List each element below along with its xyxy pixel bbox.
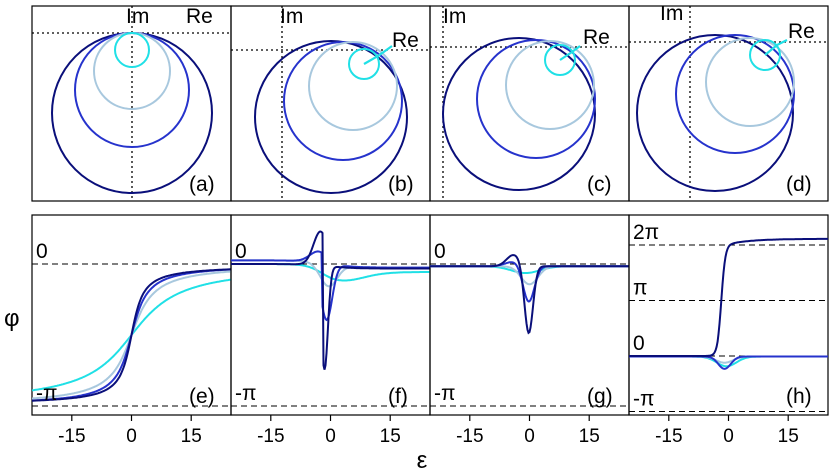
panel-b: Im Re (b) <box>230 5 431 202</box>
panel-label: (f) <box>388 385 408 408</box>
phase-series-1 <box>231 230 430 370</box>
plot-area <box>629 237 828 412</box>
panel-frame <box>628 5 829 202</box>
reference-level-label: 0 <box>434 240 446 263</box>
phase-series-4 <box>430 265 629 274</box>
top-panels-row: Im Re (a) Im Re (b) Im Re (c) Im Re (d) <box>31 2 829 202</box>
trajectory-circle-1 <box>442 37 596 191</box>
x-tick-label: 0 <box>126 426 137 447</box>
re-axis-label: Re <box>583 26 610 49</box>
trajectory-circle-3 <box>505 40 595 130</box>
im-axis-label: Im <box>280 5 303 28</box>
trajectory-circle-2 <box>283 41 403 161</box>
trajectory-circle-1 <box>254 40 408 194</box>
trajectory-circle-4 <box>348 48 380 80</box>
reference-level-label: 0 <box>235 240 247 263</box>
reference-level-label: -π <box>235 382 256 405</box>
x-tick-label: 15 <box>778 426 799 447</box>
x-tick-label: -15 <box>257 426 284 447</box>
panel-label: (c) <box>587 173 612 196</box>
x-tick-label: 0 <box>524 426 535 447</box>
reference-level-label: -π <box>36 382 57 405</box>
trajectory-circle-4 <box>544 44 576 76</box>
trajectory-circle-2 <box>74 32 190 148</box>
trajectory-tail <box>764 39 788 56</box>
panel-g: 0 -π (g) -15 0 15 <box>429 214 630 447</box>
panel-label: (b) <box>388 173 414 196</box>
panel-label: (a) <box>189 173 215 196</box>
phase-series-2 <box>430 261 629 303</box>
y-axis-label: φ <box>4 305 20 332</box>
phase-series-1 <box>430 254 629 335</box>
plot-area <box>430 6 629 201</box>
x-tick-label: 15 <box>181 426 202 447</box>
plot-area <box>430 254 629 407</box>
re-axis-label: Re <box>788 20 815 43</box>
panel-label: (d) <box>786 173 812 196</box>
panel-label: (g) <box>587 385 613 408</box>
plot-area <box>231 230 430 407</box>
trajectory-circle-2 <box>675 34 795 154</box>
im-axis-label: Im <box>660 2 683 25</box>
panel-f: 0 -π (f) -15 0 15 <box>230 214 431 447</box>
x-tick-label: -15 <box>58 426 85 447</box>
x-tick-label: -15 <box>456 426 483 447</box>
plot-area <box>32 263 231 407</box>
trajectory-circle-1 <box>636 34 794 192</box>
reference-level-label: 0 <box>633 332 645 355</box>
panel-d: Im Re (d) <box>628 2 829 202</box>
trajectory-tail <box>559 45 581 61</box>
re-axis-label: Re <box>392 29 419 52</box>
x-tick-label: -15 <box>655 426 682 447</box>
reference-level-label: -π <box>434 382 455 405</box>
trajectory-tail <box>363 45 393 65</box>
trajectory-circle-2 <box>476 39 596 159</box>
reference-level-label: -π <box>633 387 654 410</box>
trajectory-circle-3 <box>308 41 398 131</box>
panel-c: Im Re (c) <box>429 5 630 202</box>
phase-series-1 <box>629 237 828 357</box>
reference-level-label: 2π <box>633 221 659 244</box>
panel-a: Im Re (a) <box>31 5 232 202</box>
plot-area <box>231 6 430 201</box>
reference-level-label: 0 <box>36 240 48 263</box>
x-tick-label: 0 <box>325 426 336 447</box>
x-tick-label: 0 <box>723 426 734 447</box>
panel-label: (h) <box>786 385 812 408</box>
panel-e: 0 -π (e) -15 0 15 <box>31 214 232 447</box>
bottom-panels-row: 0-π (e)-15 0 150-π (f)-15 0 150-π (g)-15 0 152ππ0… <box>31 214 829 447</box>
phase-series-4 <box>231 263 430 282</box>
reference-level-label: π <box>633 277 648 300</box>
trajectory-circle-3 <box>705 37 795 127</box>
x-tick-label: 15 <box>579 426 600 447</box>
re-axis-label: Re <box>186 5 213 28</box>
panel-label: (e) <box>189 385 215 408</box>
panel-h: 2π π 0 -π (h) -15 0 15 <box>628 214 829 447</box>
trajectory-circle-4 <box>114 32 150 68</box>
im-axis-label: Im <box>126 5 149 28</box>
plot-area <box>32 6 231 201</box>
trajectory-circle-4 <box>749 39 781 71</box>
x-axis-label: ε <box>417 447 428 471</box>
im-axis-label: Im <box>443 5 466 28</box>
phase-series-1 <box>32 268 231 402</box>
x-tick-label: 15 <box>380 426 401 447</box>
phase-series-3 <box>430 265 629 286</box>
plot-area <box>629 6 828 201</box>
